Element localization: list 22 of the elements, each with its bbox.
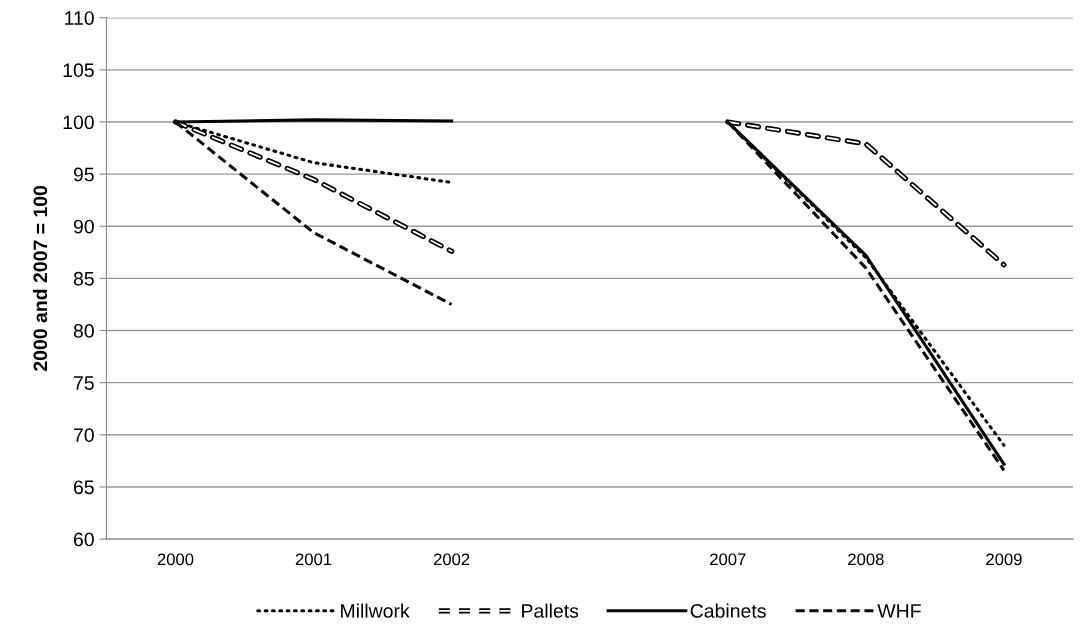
x-tick-label: 2009 <box>986 553 1022 566</box>
y-tick-label: 100 <box>63 115 94 130</box>
legend-label: Cabinets <box>690 603 766 618</box>
y-tick-label: 60 <box>73 532 94 547</box>
legend-label: WHF <box>877 604 921 618</box>
y-axis-title: 2000 and 2007 = 100 <box>32 185 48 371</box>
x-tick-label: 2002 <box>433 553 470 566</box>
x-tick-label: 2001 <box>295 553 332 566</box>
y-tick-label: 105 <box>63 63 94 78</box>
y-tick-label: 85 <box>73 271 94 286</box>
x-tick-label: 2007 <box>710 553 746 566</box>
legend-label: Pallets <box>522 603 579 618</box>
legend-label: Millwork <box>341 603 410 618</box>
x-tick-label: 2008 <box>848 553 884 566</box>
y-tick-label: 75 <box>73 376 94 390</box>
y-tick-label: 95 <box>73 167 94 182</box>
y-tick-label: 110 <box>65 11 94 25</box>
x-tick-label: 2000 <box>157 553 194 566</box>
y-tick-label: 70 <box>73 428 94 443</box>
y-tick-label: 80 <box>73 324 94 338</box>
y-tick-label: 90 <box>73 219 94 234</box>
y-tick-label: 65 <box>73 480 94 495</box>
